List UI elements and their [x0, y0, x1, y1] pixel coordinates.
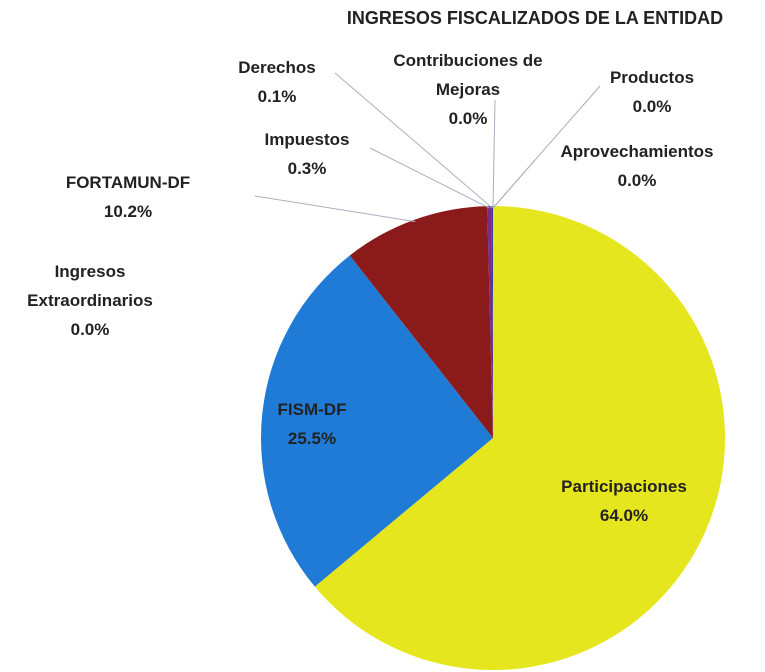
pie-slice [260, 255, 493, 587]
slice-value: 0.3% [287, 159, 327, 178]
pie-slice [349, 206, 493, 438]
slice-name: Productos [609, 68, 695, 87]
slice-name: FISM-DF [277, 400, 347, 419]
slice-value: 0.0% [448, 109, 488, 128]
leader-line [492, 159, 536, 209]
slice-name: Ingresos Extraordinarios [27, 262, 153, 310]
slice-name: Participaciones [561, 477, 687, 496]
pie-slice [314, 206, 725, 671]
slice-value: 10.2% [103, 202, 153, 221]
slice-label: Derechos 0.1% [212, 53, 342, 111]
slice-name: Impuestos [264, 130, 350, 149]
pie-slice [487, 206, 493, 438]
leader-line [492, 99, 496, 209]
slice-name: FORTAMUN-DF [65, 173, 191, 192]
slice-name: Aprovechamientos [560, 142, 714, 161]
slice-value: 0.0% [70, 320, 110, 339]
slice-value: 0.0% [632, 97, 672, 116]
slice-label: Contribuciones de Mejoras 0.0% [373, 46, 563, 133]
slice-label: FISM-DF 25.5% [252, 395, 372, 453]
slice-name: Derechos [238, 58, 316, 77]
slice-label: Participaciones 64.0% [524, 472, 724, 530]
pie-slice [491, 206, 493, 438]
chart-title: INGRESOS FISCALIZADOS DE LA ENTIDAD [346, 8, 724, 28]
slice-label: Productos 0.0% [587, 63, 717, 121]
slice-label: Aprovechamientos 0.0% [532, 137, 742, 195]
slice-value: 0.1% [257, 87, 297, 106]
slice-value: 64.0% [599, 506, 649, 525]
slice-label: Ingresos Extraordinarios 0.0% [5, 257, 175, 344]
slice-name: Contribuciones de Mejoras [393, 51, 543, 99]
leader-line [334, 72, 493, 209]
leader-line [369, 147, 490, 209]
leader-line [254, 195, 416, 223]
slice-value: 25.5% [287, 429, 337, 448]
slice-label: Impuestos 0.3% [242, 125, 372, 183]
slice-value: 0.0% [617, 171, 657, 190]
slice-label: FORTAMUN-DF 10.2% [53, 168, 203, 226]
